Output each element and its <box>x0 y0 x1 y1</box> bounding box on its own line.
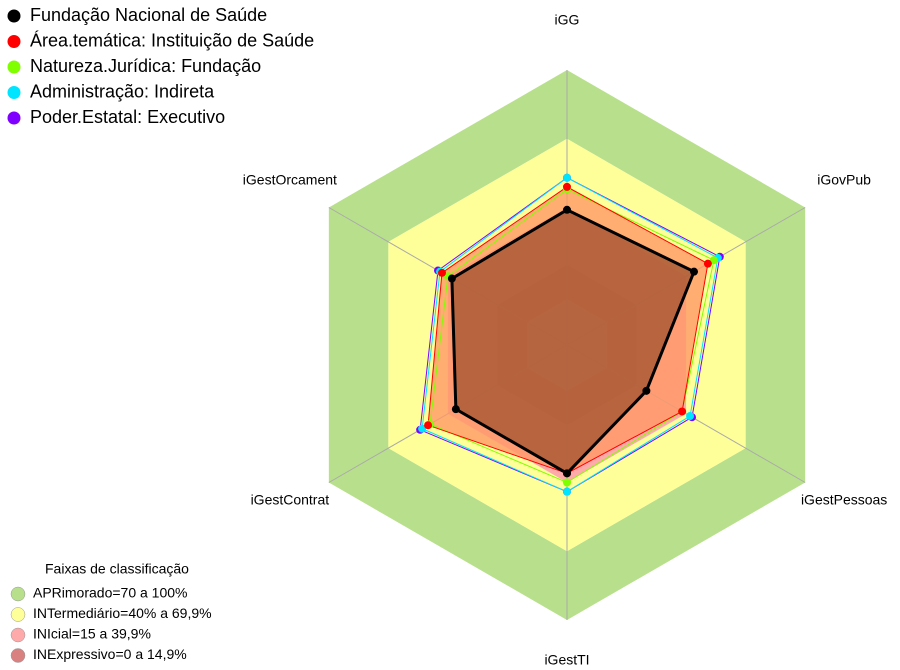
legend-swatch <box>7 111 21 125</box>
data-point <box>690 267 699 276</box>
axis-label: iGestTI <box>544 652 589 668</box>
data-point <box>563 182 571 191</box>
legend-swatch <box>10 627 26 643</box>
data-point <box>709 256 718 265</box>
data-point <box>678 407 687 416</box>
data-point <box>418 424 427 433</box>
data-point <box>563 469 571 478</box>
legend-swatch <box>7 60 21 74</box>
data-point <box>563 173 571 182</box>
data-point <box>447 274 456 283</box>
axis-label: iGovPub <box>817 172 871 188</box>
data-point <box>563 478 571 487</box>
legend-swatch <box>10 586 26 602</box>
data-point <box>642 386 651 395</box>
legend-swatch <box>7 86 21 99</box>
data-point <box>563 205 571 214</box>
legend-label: Fundação Nacional de Saúde <box>30 5 267 25</box>
series-area <box>451 209 695 474</box>
data-point <box>451 405 460 414</box>
legend-swatch <box>7 35 21 48</box>
data-point <box>686 412 695 421</box>
legend-label: Natureza.Jurídica: Fundação <box>30 56 261 76</box>
legend-label: INExpressivo=0 a 14,9% <box>33 646 187 662</box>
axis-label: iGestContrat <box>251 492 330 508</box>
data-point <box>703 259 712 268</box>
legend-label: INIcial=15 a 39,9% <box>33 626 151 642</box>
legend-swatch <box>7 9 21 23</box>
axis-label: iGestOrcament <box>243 172 337 188</box>
data-point <box>563 487 571 496</box>
axis-label: iGG <box>555 12 580 28</box>
legend-swatch <box>10 607 26 622</box>
data-point <box>424 421 433 430</box>
legend-label: INTermediário=40% a 69,9% <box>33 605 212 621</box>
legend-label: Área.temática: Instituição de Saúde <box>30 30 314 50</box>
legend-swatch <box>10 648 26 663</box>
bands-legend-title: Faixas de classificação <box>45 561 189 577</box>
data-point <box>437 268 446 277</box>
legend-label: Poder.Estatal: Executivo <box>30 107 225 127</box>
axis-label: iGestPessoas <box>801 492 887 508</box>
legend-label: APRimorado=70 a 100% <box>33 585 188 601</box>
legend-label: Administração: Indireta <box>30 81 215 101</box>
